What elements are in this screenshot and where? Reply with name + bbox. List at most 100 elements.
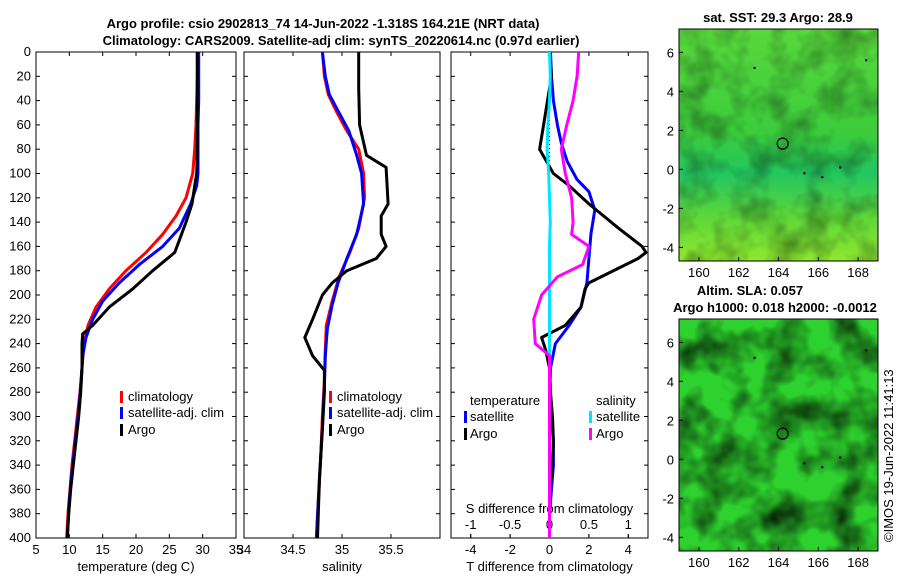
map_sst-float-dot [803, 172, 806, 175]
map_sla-ytick-label: 4 [667, 374, 674, 389]
map_sst-float-dot [821, 175, 824, 179]
legend-swatch-argo [329, 424, 332, 436]
map_sst-argo-position-marker [776, 137, 789, 150]
map_sst-ytick-label: 4 [667, 84, 674, 99]
depth-tick-label: 120 [9, 190, 31, 205]
legend-swatch-climatology [329, 391, 332, 403]
salinity-xtick-label: 35.5 [378, 542, 403, 557]
depth-tick-label: 80 [17, 141, 31, 156]
imos-timestamp: ©IMOS 19-Jun-2022 11:41:13 [881, 369, 896, 542]
legend-label-satellite: satellite-adj. clim [337, 405, 433, 420]
map_sst-float-dot [864, 58, 868, 62]
legend-swatch-salinity-satellite [589, 411, 592, 423]
legend-label-temperature-argo: Argo [470, 426, 497, 441]
depth-tick-label: 380 [9, 506, 31, 521]
sla-map-title-line2: Argo h1000: 0.018 h2000: -0.0012 [673, 300, 877, 315]
map_sst-float-dot [753, 66, 756, 70]
difference-xtick-label: 4 [625, 542, 632, 557]
map_sla-float-dot [803, 462, 806, 465]
legend-label-climatology: climatology [128, 389, 194, 404]
difference-series-line-temperature-satellite [548, 51, 597, 538]
salinity-xtick-label: 34.5 [280, 542, 305, 557]
depth-tick-label: 60 [17, 117, 31, 132]
depth-tick-label: 160 [9, 238, 31, 253]
sla-texture [679, 319, 878, 551]
map_sst-xtick-label: 160 [688, 265, 710, 280]
sst-map-title: sat. SST: 29.3 Argo: 28.9 [703, 10, 853, 25]
difference-xlabel: T difference from climatology [466, 559, 633, 574]
depth-tick-label: 320 [9, 433, 31, 448]
legend-label-climatology: climatology [337, 389, 403, 404]
map_sla-xtick-label: 168 [847, 555, 869, 570]
depth-tick-label: 220 [9, 311, 31, 326]
map_sla-ytick-label: -2 [662, 491, 674, 506]
difference-panel: -4 -2 0 2 4 T difference from climatology -1 -0… [450, 51, 649, 574]
salinity-xtick-label: 35 [335, 542, 349, 557]
figure-title-line1: Argo profile: csio 2902813_74 14-Jun-202… [107, 16, 540, 31]
temperature-axes-frame [35, 51, 237, 539]
legend-title-salinity: salinity [596, 393, 636, 408]
map_sst-xtick-label: 164 [768, 265, 790, 280]
salinity-xtick-label: 34 [237, 542, 251, 557]
map_sla-argo-position-marker [776, 427, 789, 440]
map_sst-ytick-label: 6 [667, 45, 674, 60]
temperature-xtick-label: 35 [229, 542, 243, 557]
temperature-xtick-label: 25 [162, 542, 176, 557]
map_sst-xtick-label: 168 [847, 265, 869, 280]
difference-s-tick-label: -1 [465, 517, 477, 532]
depth-tick-label: 20 [17, 68, 31, 83]
difference-series-line-temperature-argo [538, 51, 648, 538]
legend-label-argo: Argo [337, 422, 364, 437]
temperature-xtick-label: 20 [129, 542, 143, 557]
depth-tick-label: 40 [17, 93, 31, 108]
depth-tick-label: 280 [9, 384, 31, 399]
difference-xtick-label: -2 [504, 542, 516, 557]
legend-label-temperature-satellite: satellite [470, 409, 514, 424]
depth-tick-label: 300 [9, 409, 31, 424]
map_sst-ytick-label: -2 [662, 201, 674, 216]
depth-tick-label: 140 [9, 214, 31, 229]
legend-swatch-satellite [120, 407, 123, 419]
temperature-series-line-satellite-adj-clim [65, 52, 201, 539]
legend-swatch-salinity-argo [589, 428, 592, 440]
map_sst-ytick-label: 0 [667, 162, 674, 177]
depth-tick-label: 340 [9, 457, 31, 472]
sla-map-title-line1: Altim. SLA: 0.057 [697, 283, 803, 298]
map_sla-float-dot [864, 348, 868, 352]
temperature-series-line-climatology [65, 52, 199, 539]
legend-swatch-temperature-satellite [464, 411, 467, 423]
map_sla-ytick-label: -4 [662, 530, 674, 545]
map_sla-xtick-label: 166 [807, 555, 829, 570]
difference-s-tick-label: 1 [625, 517, 632, 532]
temperature-panel: 5 10 15 20 25 30 35 temperature (deg C) 0 20 40 60 8… [9, 44, 243, 574]
legend-swatch-climatology [120, 391, 123, 403]
map_sst-xtick-label: 162 [728, 265, 750, 280]
sst-map: sat. SST: 29.3 Argo: 28.9 160 162 164 166 16… [662, 10, 879, 280]
sla-map: Altim. SLA: 0.057 Argo h1000: 0.018 h200… [662, 283, 879, 570]
map_sla-ytick-label: 2 [667, 413, 674, 428]
legend-label-salinity-satellite: satellite [596, 409, 640, 424]
depth-tick-label: 240 [9, 336, 31, 351]
legend-label-satellite: satellite-adj. clim [128, 405, 224, 420]
map_sla-ytick-label: 0 [667, 452, 674, 467]
salinity-panel: 34 34.5 35 35.5 salinity climatologysatellite… [237, 51, 441, 574]
depth-tick-label: 260 [9, 360, 31, 375]
temperature-xtick-label: 15 [95, 542, 109, 557]
salinity-series-line-argo [303, 52, 390, 539]
map_sst-float-dot [838, 166, 842, 169]
temperature-xtick-label: 5 [32, 542, 39, 557]
temperature-xtick-label: 30 [195, 542, 209, 557]
depth-tick-label: 360 [9, 481, 31, 496]
map_sla-ytick-label: 6 [667, 335, 674, 350]
temperature-series-line-argo [65, 52, 199, 539]
legend-title-temperature: temperature [470, 393, 540, 408]
map_sst-ytick-label: -4 [662, 240, 674, 255]
legend-swatch-satellite [329, 407, 332, 419]
difference-s-tick-label: -0.5 [499, 517, 521, 532]
legend-swatch-temperature-argo [464, 428, 467, 440]
sst-map-axes: 160 162 164 166 168 -4 -2 0 2 4 6 [662, 28, 879, 280]
sla-map-axes: 160 162 164 166 168 -4 -2 0 2 4 6 [662, 318, 879, 570]
map_sla-float-dot [753, 356, 756, 360]
map_sla-float-dot [838, 456, 842, 459]
